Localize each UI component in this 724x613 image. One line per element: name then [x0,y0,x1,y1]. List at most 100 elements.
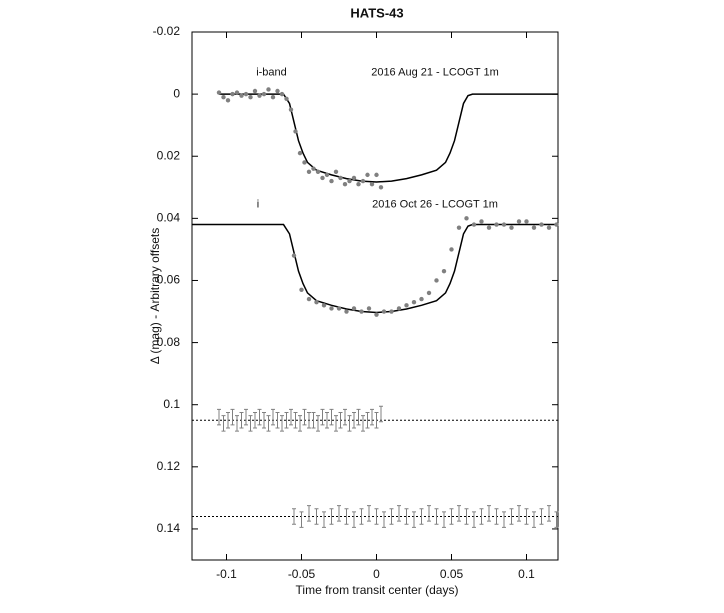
error-bar [412,511,416,528]
error-bar [539,508,544,525]
y-tick-label: 0.02 [157,148,181,162]
data-point [351,175,357,181]
x-tick-label: -0.05 [288,567,316,581]
data-point [456,225,462,230]
data-point [293,129,298,134]
annotation: i-band [256,66,287,78]
error-bar [367,505,371,522]
error-bar [221,415,226,432]
error-bar [434,508,439,525]
data-point [321,303,327,308]
error-bar [554,511,559,528]
error-bar [248,415,253,432]
error-bar [302,408,307,426]
error-bar [298,415,302,432]
data-point [266,87,271,92]
data-point [329,306,334,311]
data-point [486,225,492,230]
data-point [216,90,222,95]
x-tick-label: 0 [373,567,380,581]
data-point [230,91,235,97]
error-bar [289,408,293,426]
data-point [291,253,297,258]
error-bar [322,511,326,528]
data-point [449,247,454,252]
plot-frame [191,31,559,561]
error-bar [487,505,491,522]
error-bar [502,511,506,528]
error-bar [389,508,394,525]
error-bar [292,508,296,525]
error-bar [244,408,248,426]
error-bar [280,415,284,432]
y-tick-label: 0.08 [157,335,181,349]
error-bar [271,408,275,426]
data-point [369,181,375,187]
x-axis-label: Time from transit center (days) [296,583,459,597]
error-bar [284,411,289,429]
chart-title: HATS-43 [350,5,403,20]
error-bar [275,411,280,429]
data-point [234,90,240,95]
error-bar [217,408,221,426]
error-bar [479,508,484,525]
data-point [434,278,439,283]
data-point [464,216,469,221]
data-point [554,222,559,227]
data-point [441,268,447,274]
data-point [426,290,432,296]
data-point [509,225,514,230]
data-point [546,225,552,230]
error-bar [347,415,352,432]
data-point [306,169,312,174]
error-bar [325,411,329,429]
error-bar [517,505,521,522]
data-point [279,91,285,97]
error-bar [239,411,244,429]
data-point [338,175,343,181]
data-point [329,178,334,184]
data-point [419,296,424,302]
error-bar [352,411,356,429]
data-point [270,95,276,100]
data-point [471,222,477,227]
data-point [516,219,522,224]
error-bar [314,508,319,525]
error-bar [299,511,304,528]
data-point [306,296,312,302]
data-point [501,222,507,227]
error-bar [329,408,334,426]
error-bar [253,411,257,429]
model-curve [219,93,558,183]
error-bar [337,505,341,522]
y-tick-label: 0.04 [157,211,181,225]
data-point [378,185,384,190]
error-bar [379,405,383,423]
data-point [297,150,303,156]
error-bar [509,508,514,525]
data-point [336,306,342,311]
error-bar [311,411,316,429]
data-point [524,219,529,224]
error-bar [235,415,239,432]
data-point [314,300,319,305]
data-point [374,312,379,317]
data-point [257,93,262,98]
error-bar [370,408,374,426]
y-tick-label: 0.1 [163,397,180,411]
error-bar [419,508,424,525]
error-bar [457,505,461,522]
data-point [356,181,361,187]
error-bar [361,415,365,432]
y-tick-label: 0.12 [157,459,181,473]
data-point [374,172,379,178]
model-curve [192,223,558,314]
annotation: 2016 Oct 26 - LCOGT 1m [372,198,498,210]
data-point [261,91,267,97]
data-point [275,88,280,94]
error-bar [262,411,266,429]
error-bar [343,408,347,426]
x-tick-label: -0.1 [216,567,237,581]
